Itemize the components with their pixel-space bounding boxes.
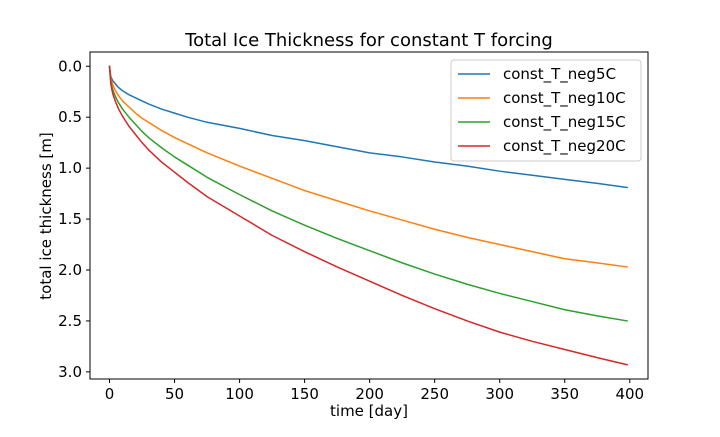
x-tick-label: 250 — [420, 385, 449, 403]
legend-box — [450, 59, 642, 162]
y-tick-label: 1.5 — [58, 210, 82, 228]
x-axis-ticks: 0 50 100 150 200 250 300 350 400 — [105, 379, 644, 403]
x-tick-label: 50 — [165, 385, 184, 403]
y-axis-ticks: 0.0 0.5 1.0 1.5 2.0 2.5 3.0 — [58, 57, 90, 381]
legend-label-const_T_neg10C: const_T_neg10C — [503, 89, 626, 108]
y-tick-label: 0.0 — [58, 57, 82, 75]
y-tick-label: 2.5 — [58, 312, 82, 330]
x-tick-label: 400 — [615, 385, 644, 403]
x-axis-label: time [day] — [330, 402, 408, 420]
legend: const_T_neg5C const_T_neg10C const_T_neg15… — [450, 59, 642, 162]
series-layer — [108, 65, 628, 366]
legend-label-const_T_neg15C: const_T_neg15C — [503, 113, 626, 132]
y-tick-label: 2.0 — [58, 261, 82, 279]
y-tick-label: 1.0 — [58, 159, 82, 177]
x-tick-label: 200 — [355, 385, 384, 403]
series-line-const_T_neg20C — [108, 65, 628, 366]
series-line-const_T_neg15C — [108, 65, 628, 322]
x-tick-label: 300 — [485, 385, 514, 403]
x-tick-label: 350 — [550, 385, 579, 403]
y-tick-label: 0.5 — [58, 108, 82, 126]
series-line-const_T_neg5C — [108, 65, 628, 189]
chart-title: Total Ice Thickness for constant T forci… — [184, 30, 553, 51]
x-tick-label: 100 — [225, 385, 254, 403]
x-tick-label: 0 — [105, 385, 115, 403]
y-axis-label: total ice thickness [m] — [37, 132, 55, 299]
y-tick-label: 3.0 — [58, 363, 82, 381]
x-tick-label: 150 — [290, 385, 319, 403]
plot-frame — [89, 51, 649, 380]
series-line-const_T_neg10C — [108, 65, 628, 268]
legend-label-const_T_neg20C: const_T_neg20C — [503, 137, 626, 156]
legend-label-const_T_neg5C: const_T_neg5C — [503, 65, 616, 84]
